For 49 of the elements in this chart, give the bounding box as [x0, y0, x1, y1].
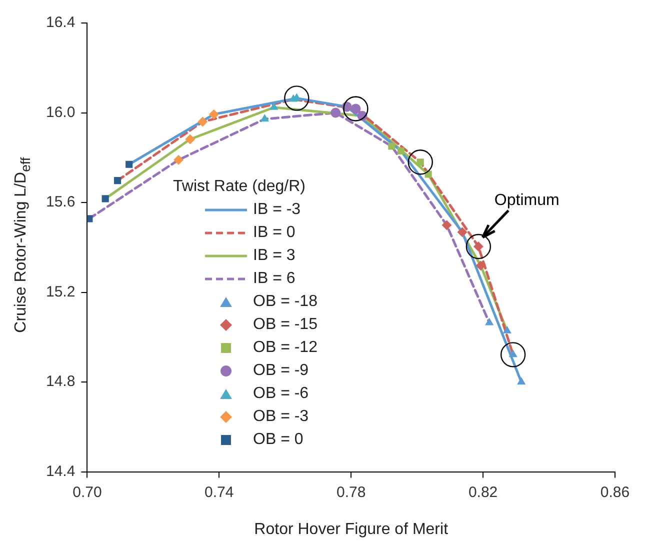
x-tick-label: 0.82 [468, 484, 498, 501]
point [343, 96, 368, 122]
point [516, 377, 526, 385]
point [185, 134, 196, 144]
x-tick-label: 0.86 [600, 484, 630, 501]
point [126, 160, 133, 168]
x-tick-label: 0.78 [336, 484, 366, 501]
y-tick-label: 16.0 [46, 104, 76, 121]
y-tick-label: 14.4 [46, 462, 76, 480]
point [87, 215, 93, 222]
legend-label: IB = 0 [253, 224, 296, 242]
annotation: Optimum [494, 192, 560, 209]
x-tick-label: 0.70 [72, 484, 102, 501]
point [260, 114, 269, 122]
point [198, 116, 208, 127]
point [466, 234, 492, 260]
point [484, 318, 494, 326]
point [284, 86, 310, 111]
y-tick-label: 16.4 [46, 14, 76, 32]
point [457, 227, 468, 238]
y-tick-label: 15.6 [46, 194, 76, 211]
legend-label: OB = -18 [253, 292, 318, 310]
legend-label: OB = -6 [253, 384, 309, 402]
legend-label: OB = 0 [253, 430, 304, 448]
point [114, 176, 122, 184]
legend-label: OB = -12 [253, 338, 318, 356]
point [476, 260, 486, 271]
point [102, 195, 109, 202]
point [208, 109, 219, 120]
legend-label: IB = -3 [253, 200, 301, 218]
y-tick-label: 14.8 [46, 373, 76, 390]
point [270, 102, 278, 110]
x-axis-title: Rotor Hover Figure of Merit [254, 520, 449, 538]
point [502, 326, 512, 334]
point [174, 154, 184, 165]
x-tick-label: 0.74 [204, 484, 234, 501]
legend-label: OB = -3 [253, 408, 309, 426]
point [408, 150, 433, 175]
point [442, 220, 452, 230]
legend-label: IB = 3 [253, 246, 296, 264]
legend-label: IB = 6 [253, 270, 296, 288]
point [397, 147, 404, 154]
point [330, 108, 341, 118]
legend-label: OB = -9 [253, 362, 309, 380]
y-tick-label: 15.2 [46, 283, 76, 300]
legend-label: OB = -15 [253, 316, 318, 334]
point [388, 142, 396, 150]
legend-title: Twist Rate (deg/R) [173, 178, 306, 196]
point [500, 342, 526, 368]
